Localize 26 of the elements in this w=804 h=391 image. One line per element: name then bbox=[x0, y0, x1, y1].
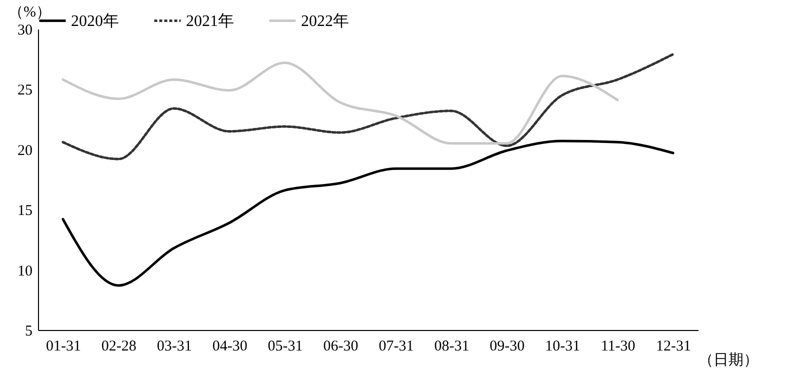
legend-label: 2021年 bbox=[186, 12, 234, 30]
y-tick-label: 5 bbox=[25, 324, 32, 340]
legend-label: 2020年 bbox=[71, 12, 119, 30]
x-tick-label: 05-31 bbox=[268, 338, 303, 354]
y-tick-label: 10 bbox=[18, 263, 32, 280]
x-tick-label: 04-30 bbox=[212, 338, 248, 354]
x-tick-label: 03-31 bbox=[156, 338, 192, 354]
x-tick-label: 06-30 bbox=[323, 338, 358, 354]
y-tick-label: 30 bbox=[18, 22, 32, 38]
x-tick-label: 02-28 bbox=[101, 338, 136, 354]
line-series bbox=[62, 140, 674, 287]
y-tick-label: 25 bbox=[18, 82, 32, 99]
x-tick-label: 10-31 bbox=[545, 338, 580, 354]
legend-label: 2022年 bbox=[301, 12, 349, 30]
x-tick-label: 09-30 bbox=[490, 338, 525, 354]
x-tick-label: 08-31 bbox=[434, 338, 470, 354]
x-tick-label: 01-31 bbox=[46, 338, 81, 354]
x-tick-label: 12-31 bbox=[656, 338, 692, 354]
y-tick-label: 15 bbox=[18, 203, 32, 220]
y-axis-title: （%） bbox=[8, 4, 51, 20]
x-tick-label: 11-30 bbox=[600, 338, 636, 354]
x-tick-label: 07-31 bbox=[378, 338, 414, 354]
line-series bbox=[62, 61, 619, 145]
x-axis-title: （日期） bbox=[698, 352, 758, 368]
y-tick-label: 20 bbox=[18, 142, 32, 159]
line-series bbox=[62, 53, 674, 160]
